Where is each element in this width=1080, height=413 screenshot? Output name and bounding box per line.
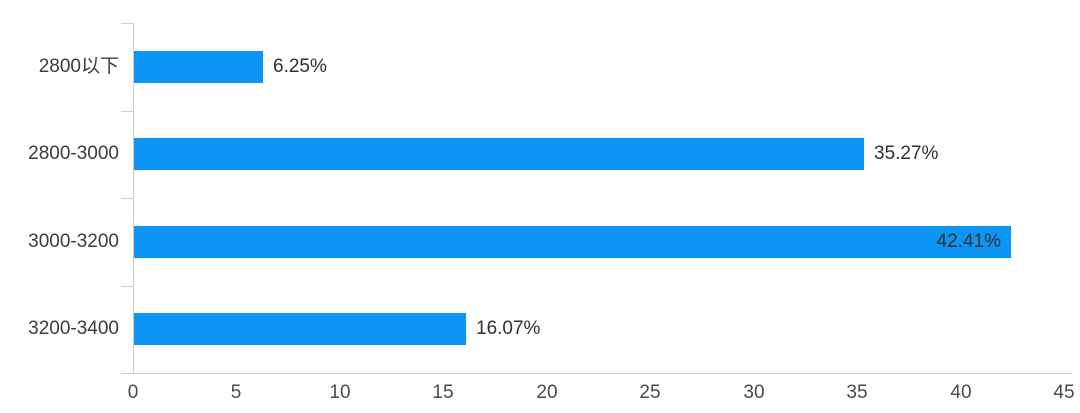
x-axis-tick-label: 0 bbox=[127, 382, 139, 403]
category-label: 3200-3400 bbox=[28, 318, 119, 339]
x-axis-tick-label: 10 bbox=[329, 382, 351, 403]
y-axis-tick bbox=[121, 286, 133, 287]
x-axis-tick-label: 5 bbox=[230, 382, 242, 403]
x-axis-line bbox=[121, 373, 1072, 374]
x-axis-tick-label: 45 bbox=[1053, 382, 1075, 403]
y-axis-tick bbox=[121, 23, 133, 24]
x-axis-tick-label: 15 bbox=[432, 382, 454, 403]
y-axis-tick bbox=[121, 111, 133, 112]
value-label: 35.27% bbox=[874, 143, 939, 164]
bar-3200-3400[interactable] bbox=[134, 313, 466, 345]
category-label: 2800以下 bbox=[38, 56, 119, 77]
x-axis-tick-label: 40 bbox=[950, 382, 972, 403]
category-label: 3000-3200 bbox=[28, 231, 119, 252]
x-axis-tick-label: 20 bbox=[536, 382, 558, 403]
value-label: 6.25% bbox=[273, 56, 327, 77]
y-axis-line bbox=[133, 23, 134, 374]
x-axis-tick-label: 30 bbox=[743, 382, 765, 403]
y-axis-tick bbox=[121, 198, 133, 199]
value-label: 42.41% bbox=[936, 231, 1001, 252]
x-axis-tick-label: 35 bbox=[846, 382, 868, 403]
bar-3000-3200[interactable] bbox=[134, 226, 1011, 258]
bar-2800以下[interactable] bbox=[134, 51, 263, 83]
y-axis-tick bbox=[121, 373, 133, 374]
category-label: 2800-3000 bbox=[28, 143, 119, 164]
bar-2800-3000[interactable] bbox=[134, 138, 864, 170]
x-axis-tick-label: 25 bbox=[639, 382, 661, 403]
value-label: 16.07% bbox=[476, 318, 541, 339]
